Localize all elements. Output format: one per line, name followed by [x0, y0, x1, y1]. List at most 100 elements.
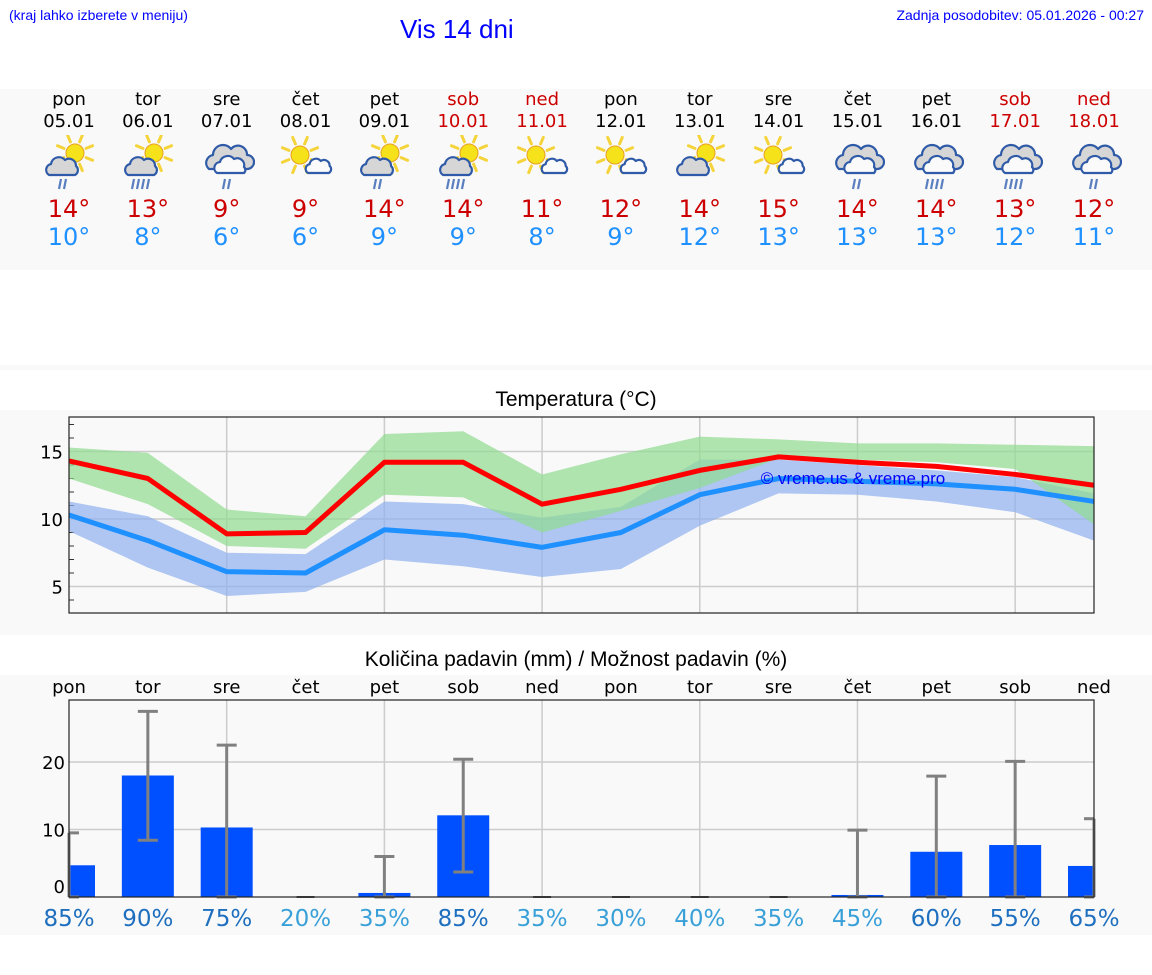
precipitation-chance-row: 85% 90% 75% 20% 35% 85% 35% 30% 40% 35% 45% 60% 55% 6… — [0, 904, 1152, 934]
precip-chance: 35% — [516, 906, 568, 932]
precip-day-label: tor — [687, 677, 713, 698]
svg-text:15: 15 — [40, 443, 63, 464]
day-date: 08.01 — [279, 111, 332, 132]
location-menu-hint: (kraj lahko izberete v meniju) — [9, 7, 188, 23]
precip-day-label: sre — [765, 677, 792, 698]
day-name: tor — [135, 89, 161, 110]
precip-day-label: sre — [213, 677, 240, 698]
day-name: pon — [52, 89, 86, 110]
max-temperature: 11° — [520, 195, 564, 223]
precip-chance: 55% — [989, 906, 1041, 932]
day-column: čet 15.01 14° 13° — [817, 89, 897, 251]
day-column: sre 07.01 9° 6° — [187, 89, 267, 251]
sunny-small-cloud-icon — [595, 135, 648, 175]
cloudy-light-rain-icon — [835, 143, 886, 190]
day-column: ned 18.01 12° 11° — [1054, 89, 1134, 251]
last-update-timestamp: Zadnja posodobitev: 05.01.2026 - 00:27 — [896, 7, 1144, 23]
day-date: 16.01 — [910, 111, 963, 132]
max-temperature: 14° — [441, 195, 485, 223]
day-date: 12.01 — [595, 111, 647, 132]
max-temperature: 14° — [47, 195, 91, 223]
svg-text:10: 10 — [42, 821, 65, 842]
max-temperature: 12° — [1072, 195, 1116, 223]
max-temperature: 14° — [363, 195, 406, 223]
day-date: 18.01 — [1068, 111, 1120, 132]
daily-forecast-strip — [0, 89, 1152, 270]
day-date: 10.01 — [437, 111, 489, 132]
day-date: 14.01 — [752, 111, 805, 132]
max-temperature: 14° — [678, 195, 722, 223]
max-temperature: 12° — [599, 195, 643, 223]
precip-chance: 60% — [910, 906, 962, 932]
day-date: 06.01 — [122, 111, 174, 132]
day-name: tor — [687, 89, 713, 110]
max-temperature: 9° — [213, 195, 241, 223]
precip-chance: 45% — [831, 906, 884, 932]
svg-text:0: 0 — [54, 877, 65, 898]
max-temperature: 13° — [993, 195, 1037, 223]
cloudy-heavy-rain-icon — [914, 143, 965, 190]
day-name: ned — [525, 89, 560, 110]
precipitation-chart-title: Količina padavin (mm) / Možnost padavin … — [364, 648, 788, 671]
min-temperature: 10° — [47, 223, 91, 251]
day-column: pon 05.01 14° 10° — [29, 89, 109, 251]
day-name: pet — [921, 89, 952, 110]
min-temperature: 12° — [678, 223, 722, 251]
precip-day-label: ned — [1077, 677, 1111, 698]
max-temperature: 15° — [757, 195, 800, 223]
precip-day-label: pet — [922, 677, 952, 698]
temperature-chart: 5 10 15 © vreme.us & vreme.pro — [40, 416, 1095, 614]
min-temperature: 9° — [370, 223, 399, 251]
precip-day-label: pet — [370, 677, 400, 698]
day-date: 07.01 — [200, 111, 253, 132]
day-date: 05.01 — [43, 111, 95, 132]
precip-day-label: sob — [999, 677, 1031, 698]
precip-chance: 85% — [43, 906, 95, 932]
precip-chance: 20% — [279, 906, 332, 932]
precip-day-label: sob — [447, 677, 479, 698]
min-temperature: 6° — [291, 223, 320, 251]
day-name: ned — [1077, 89, 1111, 110]
min-temperature: 13° — [836, 223, 879, 251]
precip-day-label: ned — [525, 677, 559, 698]
min-temperature: 9° — [607, 223, 635, 251]
precip-chance: 90% — [122, 906, 174, 932]
precip-day-label: pon — [604, 677, 638, 698]
partly-sunny-heavy-rain-icon — [439, 135, 489, 190]
precip-chance: 85% — [437, 906, 489, 932]
max-temperature: 14° — [915, 195, 958, 223]
day-column: sob 17.01 13° 12° — [975, 89, 1055, 251]
svg-text:5: 5 — [52, 578, 63, 599]
precip-day-label: čet — [843, 677, 871, 698]
day-name: sob — [999, 89, 1032, 110]
sunny-small-cloud-icon — [280, 135, 332, 175]
precip-bar — [1068, 865, 1094, 897]
precip-chance: 65% — [1068, 906, 1120, 932]
day-name: čet — [291, 89, 320, 110]
day-date: 15.01 — [831, 111, 884, 132]
page-title: Vis 14 dni — [400, 14, 514, 44]
divider — [0, 365, 1152, 370]
min-temperature: 6° — [213, 223, 241, 251]
svg-text:20: 20 — [42, 753, 65, 774]
precip-day-label: čet — [292, 677, 320, 698]
temperature-chart-title: Temperatura (°C) — [495, 388, 657, 411]
watermark: © vreme.us & vreme.pro — [761, 469, 945, 488]
precip-chance: 75% — [201, 906, 253, 932]
day-column: pet 16.01 14° 13° — [896, 89, 976, 251]
day-column: čet 08.01 9° 6° — [266, 89, 346, 251]
day-name: sre — [764, 89, 793, 110]
day-name: pon — [603, 89, 638, 110]
cloudy-light-rain-icon — [204, 143, 255, 190]
partly-sunny-heavy-rain-icon — [123, 135, 173, 190]
min-temperature: 8° — [528, 223, 556, 251]
day-column: tor 13.01 14° 12° — [660, 89, 740, 251]
min-temperature: 13° — [757, 223, 800, 251]
day-name: čet — [843, 89, 872, 110]
min-temperature: 8° — [134, 223, 162, 251]
day-name: sob — [447, 89, 480, 110]
max-temperature: 14° — [836, 195, 879, 223]
partly-sunny-light-rain-icon — [360, 135, 410, 190]
precip-chance: 35% — [753, 906, 805, 932]
min-temperature: 11° — [1072, 223, 1116, 251]
